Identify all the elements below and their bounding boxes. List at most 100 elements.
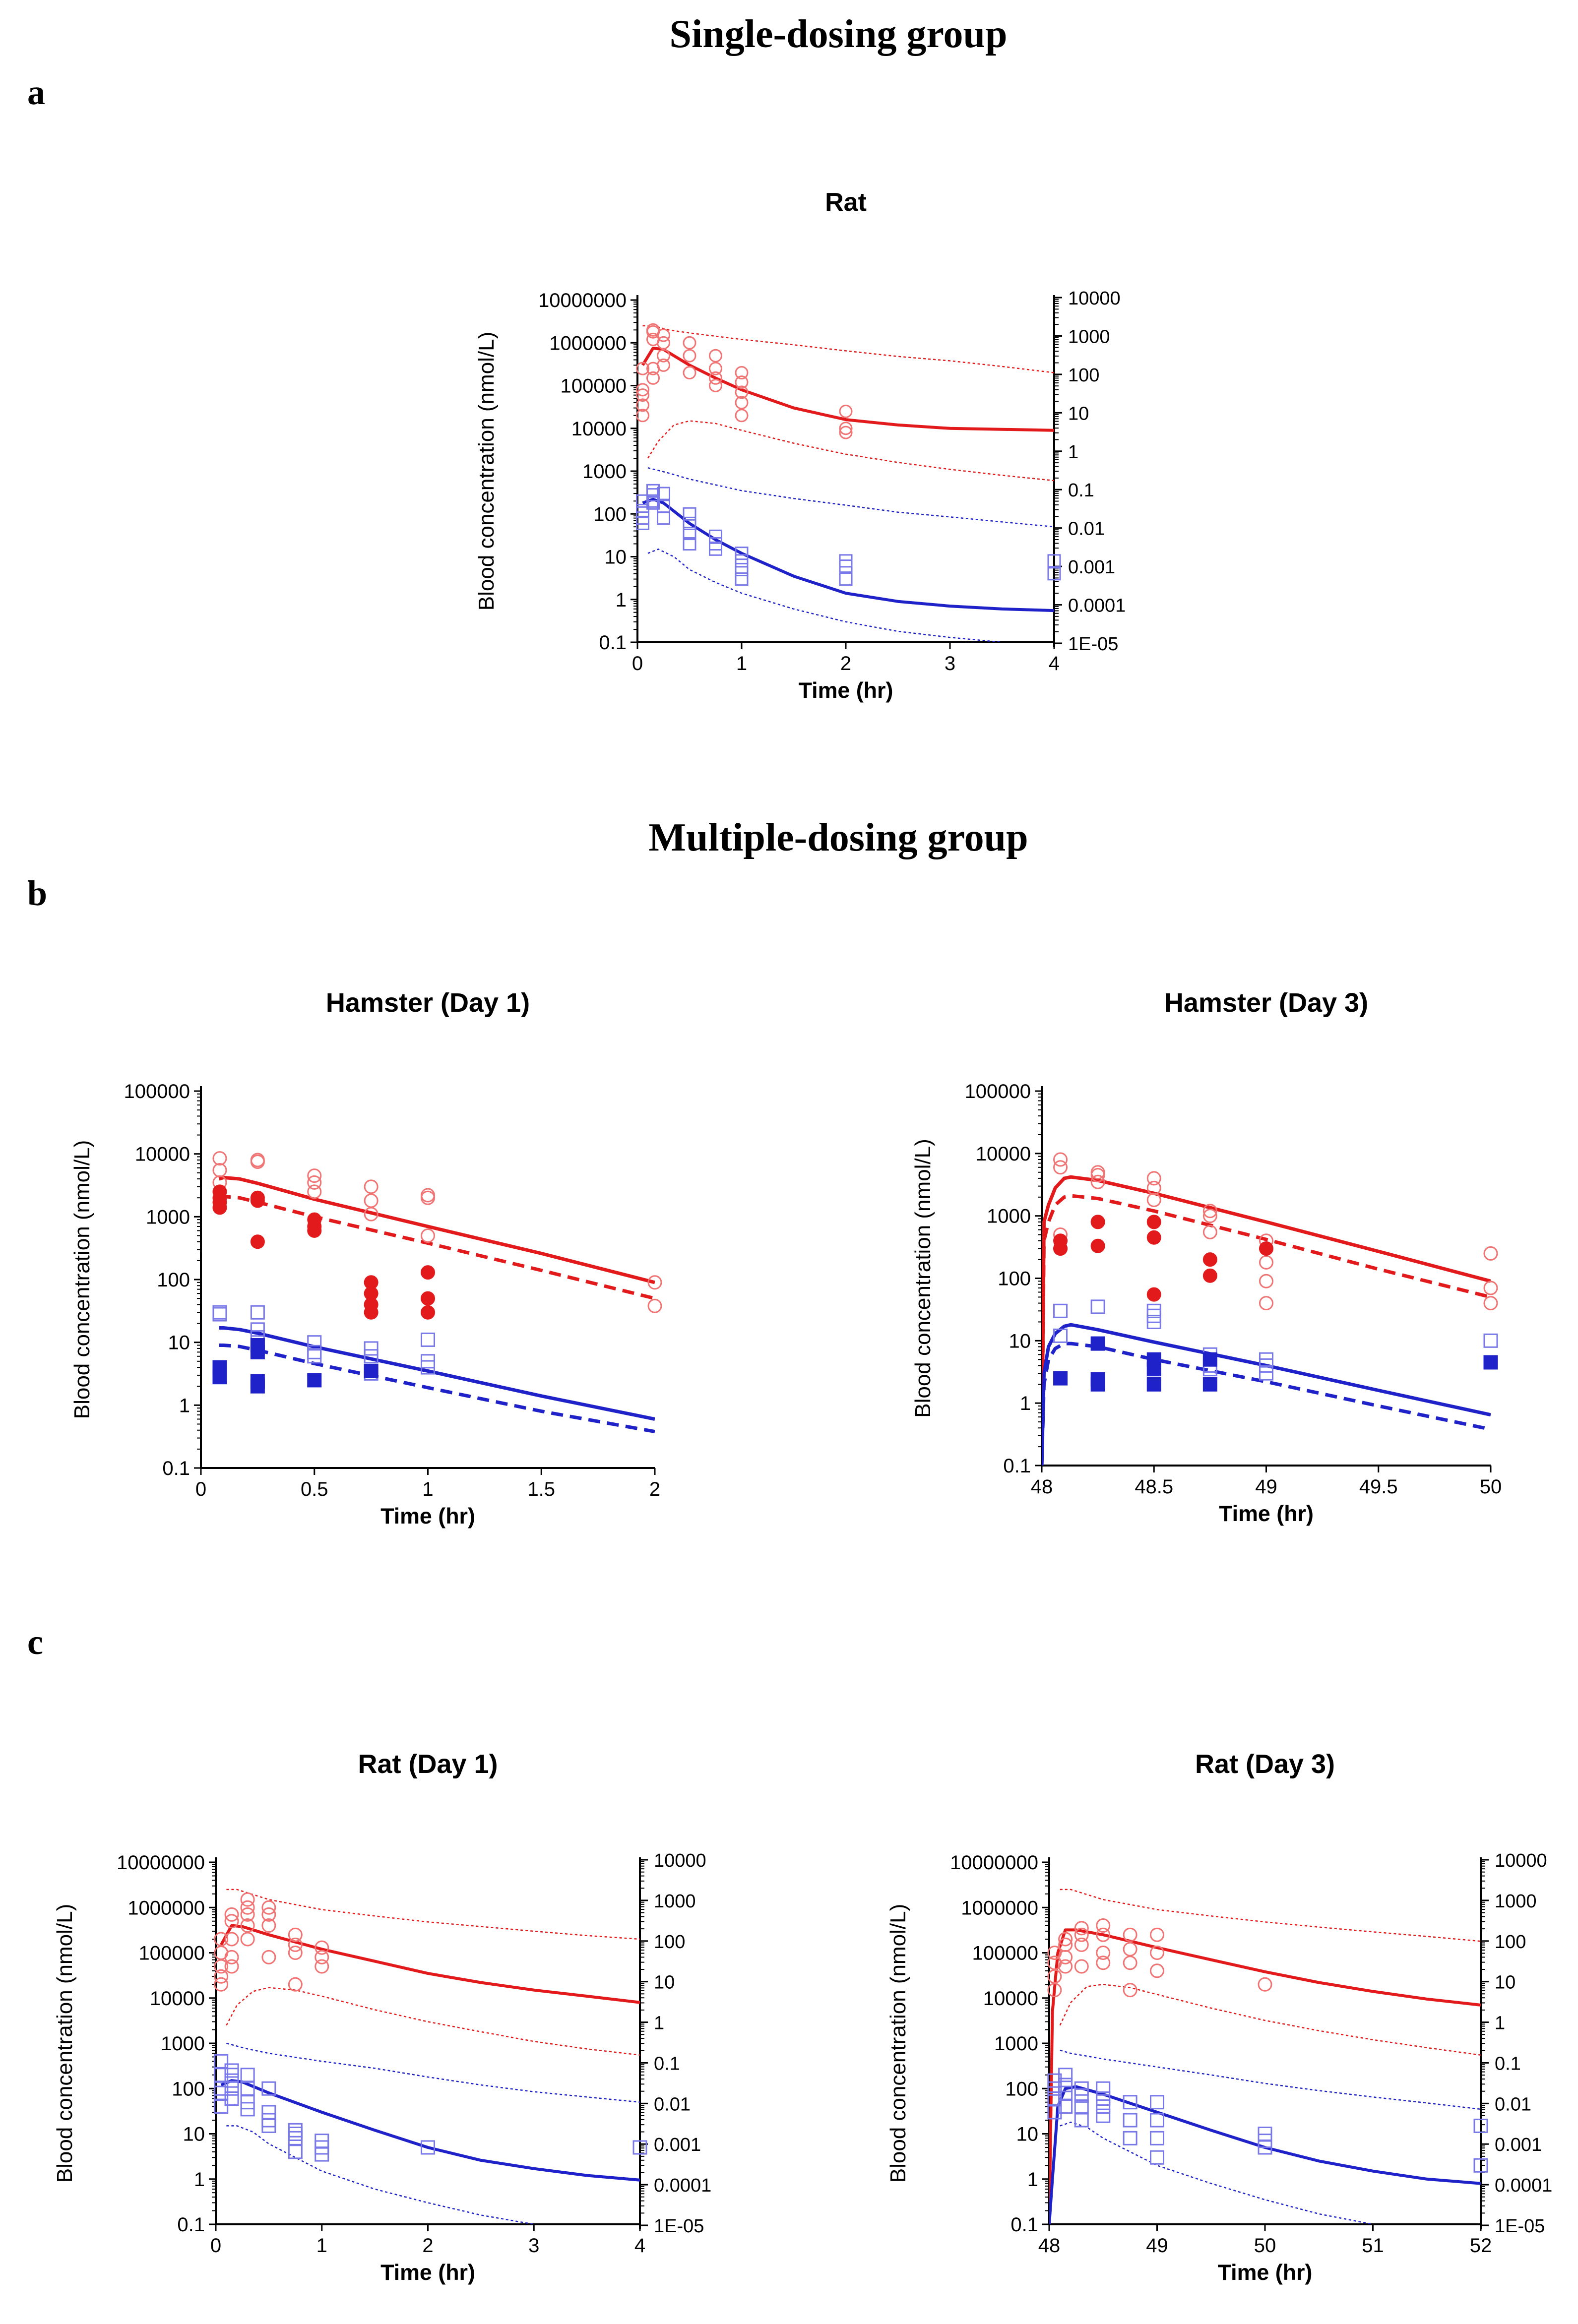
x-tick-label: 48 — [1031, 1476, 1053, 1498]
y2-tick-label: 1 — [1068, 442, 1078, 463]
data-point — [250, 1305, 265, 1320]
data-point — [657, 511, 670, 525]
data-point — [1146, 1180, 1161, 1195]
data-point — [261, 2081, 276, 2096]
data-point — [657, 328, 670, 342]
x-tick-label: 1 — [422, 1478, 433, 1500]
y-tick-label: 10000 — [150, 1988, 205, 2010]
y2-tick-label: 10 — [654, 1972, 675, 1993]
data-point — [1259, 1358, 1273, 1373]
data-point — [421, 1360, 435, 1375]
data-point — [1074, 1927, 1089, 1942]
data-point — [224, 2073, 239, 2088]
data-point — [1096, 2091, 1111, 2106]
data-point — [1150, 1927, 1164, 1942]
y2-tick-label: 0.001 — [1068, 557, 1115, 578]
y-tick-label: 10 — [605, 547, 627, 568]
data-point — [636, 383, 649, 397]
data-point — [683, 366, 696, 380]
x-axis-label: Time (hr) — [1218, 2260, 1313, 2285]
data-point — [1150, 1946, 1164, 1960]
data-point — [1123, 1956, 1137, 1970]
data-point — [212, 1151, 227, 1166]
chart-title: Hamster (Day 1) — [326, 988, 530, 1018]
x-tick-label: 51 — [1362, 2235, 1384, 2257]
data-point — [307, 1184, 322, 1199]
y-axis-label: Blood concentration (nmol/L) — [53, 1904, 77, 2183]
data-point — [1146, 1314, 1161, 1329]
data-point — [636, 516, 649, 530]
data-point — [1259, 1366, 1273, 1381]
data-point — [261, 1950, 276, 1964]
data-point — [1202, 1252, 1217, 1267]
data-point — [307, 1335, 322, 1350]
data-point — [224, 1959, 239, 1974]
data-point — [839, 559, 853, 573]
data-point — [421, 1228, 435, 1243]
x-tick-label: 0 — [210, 2235, 221, 2257]
series-line — [647, 549, 1003, 642]
data-point — [839, 422, 853, 435]
series-line — [1059, 1984, 1481, 2056]
data-point — [240, 1932, 255, 1947]
data-point — [709, 362, 722, 375]
series-line — [220, 1924, 640, 2004]
y-axis-label: Blood concentration (nmol/L) — [70, 1140, 94, 1419]
data-point — [1473, 2118, 1488, 2133]
data-point — [1074, 1937, 1089, 1952]
y2-tick-label: 0.0001 — [654, 2175, 711, 2196]
data-point — [1123, 1927, 1137, 1942]
data-point — [1259, 1241, 1273, 1256]
x-axis-label: Time (hr) — [799, 678, 893, 703]
y2-tick-label: 1000 — [1495, 1891, 1537, 1912]
data-point — [1483, 1281, 1498, 1295]
x-axis-label: Time (hr) — [1219, 1501, 1314, 1526]
data-point — [735, 547, 749, 560]
y-axis-label: Blood concentration (nmol/L) — [886, 1904, 910, 2183]
y2-tick-label: 0.0001 — [1068, 596, 1126, 616]
data-point — [709, 529, 722, 543]
data-point — [636, 409, 649, 423]
data-point — [364, 1349, 379, 1364]
data-point — [250, 1345, 265, 1359]
data-point — [1058, 1950, 1073, 1964]
y-tick-label: 1 — [616, 589, 627, 611]
y2-tick-label: 10000 — [1068, 288, 1121, 309]
series-line — [1049, 1928, 1481, 2224]
panel-a-label: a — [27, 72, 45, 112]
data-point — [1090, 1336, 1105, 1351]
data-point — [224, 2091, 239, 2106]
x-tick-label: 3 — [945, 653, 955, 674]
y2-tick-label: 1 — [1495, 2013, 1505, 2034]
x-tick-label: 48.5 — [1135, 1476, 1173, 1498]
data-point — [212, 1370, 227, 1385]
x-axis-label: Time (hr) — [380, 2260, 475, 2285]
data-point — [421, 2140, 435, 2155]
y2-tick-label: 100 — [654, 1932, 685, 1953]
data-point — [1058, 2078, 1073, 2092]
data-point — [307, 1349, 322, 1364]
data-point — [250, 1379, 265, 1394]
data-point — [1090, 1377, 1105, 1392]
data-point — [1090, 1238, 1105, 1253]
data-point — [364, 1305, 379, 1320]
series-line — [647, 467, 1054, 528]
series-line — [1042, 1342, 1491, 1466]
x-tick-label: 0 — [195, 1478, 206, 1500]
data-point — [307, 1373, 322, 1388]
data-point — [307, 1175, 322, 1190]
y-tick-label: 0.1 — [1003, 1455, 1031, 1477]
data-point — [1146, 1230, 1161, 1245]
y-tick-label: 1 — [1027, 2169, 1038, 2191]
series-line — [1042, 1323, 1491, 1466]
data-point — [709, 542, 722, 556]
data-point — [636, 398, 649, 412]
charts-layer: Rat0.11101001000100001000001000000100000… — [53, 188, 1552, 2285]
data-point — [1146, 1171, 1161, 1186]
x-tick-label: 50 — [1480, 1476, 1502, 1498]
data-point — [1483, 1246, 1498, 1261]
data-point — [212, 1200, 227, 1215]
series-line — [218, 1175, 655, 1284]
data-point — [647, 1275, 662, 1290]
chart-title: Rat (Day 1) — [358, 1749, 498, 1779]
